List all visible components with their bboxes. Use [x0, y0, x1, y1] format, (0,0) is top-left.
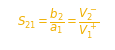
Text: $S_{21} = \dfrac{b_2}{a_1} = \dfrac{V_2^-}{V_1^+}$: $S_{21} = \dfrac{b_2}{a_1} = \dfrac{V_2^… — [16, 7, 99, 41]
